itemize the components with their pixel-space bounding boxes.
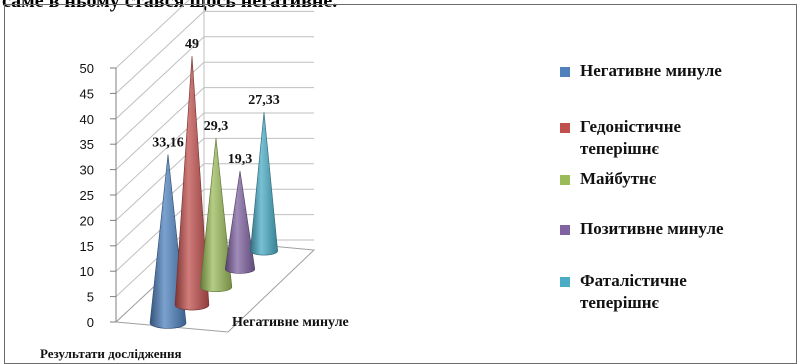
legend-item: Позитивне минуле [560,218,800,240]
axis-layer: 0 5 10 15 20 25 30 35 40 45 50 [80,61,117,330]
cone-mark [174,56,210,311]
data-label: 49 [185,37,199,52]
x-axis-title: Результати дослідження [40,346,182,361]
y-tick-label: 10 [80,264,94,279]
label-layer: 33,16 49 29,3 19,3 27,33 Негативне минуле Резу… [40,37,349,361]
y-tick-label: 35 [80,137,94,152]
y-tick-label: 30 [80,163,94,178]
legend-item: Фаталістичне теперішнє [560,270,800,314]
y-tick-label: 5 [87,290,94,305]
legend-item: Гедоністичне теперішнє [560,116,800,160]
gridline-side [115,36,205,120]
y-tick-label: 40 [80,112,94,127]
cone-3 [199,138,233,293]
gridline-side [115,11,205,94]
cone-4 [224,170,256,274]
legend-swatch [560,123,570,133]
cone-mark [250,112,278,256]
data-label: 19,3 [228,152,253,167]
y-tick-label: 50 [80,61,94,76]
cone-mark [224,170,256,274]
gridline-side [115,61,205,145]
y-tick-label: 25 [80,188,94,203]
legend-item: Негативне минуле [560,60,800,82]
data-label: 29,3 [204,119,229,134]
y-tick-label: 0 [87,315,94,330]
legend-label: Майбутнє [580,169,657,188]
top-text: саме в ньому стався щось негативне. [2,0,338,12]
y-tick-label: 20 [80,213,94,228]
legend-swatch [560,277,570,287]
legend-item: Майбутнє [560,168,800,190]
legend-label: Гедоністичне [580,117,682,136]
category-label: Негативне минуле [232,315,349,330]
data-label: 27,33 [248,93,280,108]
legend-label: теперішнє [580,139,659,158]
y-tick-label: 45 [80,86,94,101]
legend-swatch [560,225,570,235]
data-label: 33,16 [152,136,184,151]
legend-label: Фаталістичне [580,271,687,290]
legend-label: Негативне минуле [580,61,722,80]
legend-label: теперішнє [580,293,659,312]
cone-layer [149,56,278,329]
cone-2 [174,56,210,311]
legend-swatch [560,175,570,185]
cone-5 [250,112,278,256]
y-tick-label: 15 [80,239,94,254]
legend-swatch [560,67,570,77]
gridline-side [115,0,190,69]
cone-mark [199,138,233,293]
legend-label: Позитивне минуле [580,219,724,238]
